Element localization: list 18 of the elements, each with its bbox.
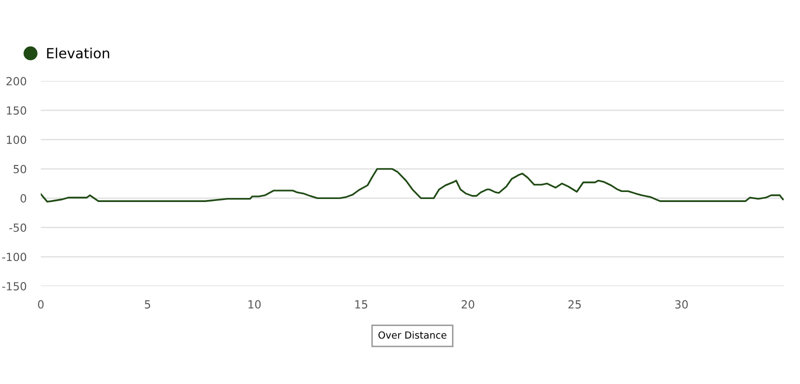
- y-tick-label: 150: [6, 106, 26, 115]
- legend-label: Elevation: [47, 48, 110, 58]
- x-tick-label: 10: [248, 300, 261, 309]
- y-tick-label: -150: [2, 282, 26, 290]
- y-tick-label: 0: [20, 194, 26, 203]
- y-tick-label: 50: [14, 164, 26, 174]
- y-tick-label: 200: [6, 77, 26, 86]
- y-tick-label: -100: [2, 252, 26, 262]
- y-tick-label: 100: [6, 136, 26, 144]
- x-tick-label: 5: [144, 300, 150, 309]
- y-tick-label: -50: [9, 223, 26, 232]
- x-tick-label: 25: [568, 300, 581, 309]
- text: Over Distance: [378, 331, 446, 339]
- x-tick-label: 15: [355, 300, 368, 309]
- x-tick-label: 20: [462, 300, 474, 309]
- x-tick-label: 0: [38, 300, 44, 309]
- line-series: [40, 168, 784, 203]
- x-tick-label: 30: [675, 300, 688, 309]
